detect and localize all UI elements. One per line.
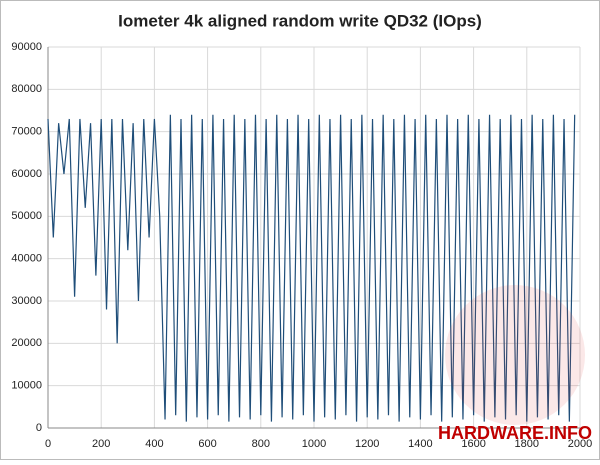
y-tick-label: 20000	[11, 337, 42, 349]
x-tick-label: 400	[145, 438, 163, 450]
x-tick-label: 1800	[515, 438, 539, 450]
y-tick-label: 10000	[11, 380, 42, 392]
y-tick-label: 50000	[11, 210, 42, 222]
data-line	[47, 114, 576, 422]
x-tick-label: 200	[92, 438, 110, 450]
y-tick-label: 80000	[11, 83, 42, 95]
y-tick-label: 30000	[11, 295, 42, 307]
x-tick-label: 0	[45, 438, 51, 450]
watermark: HARDWARE.INFO	[438, 423, 592, 443]
y-tick-label: 0	[36, 422, 42, 434]
plot-area: 0100002000030000400005000060000700008000…	[11, 41, 592, 450]
x-tick-label: 1000	[302, 438, 326, 450]
y-tick-label: 90000	[11, 41, 42, 53]
x-tick-label: 600	[198, 438, 216, 450]
x-tick-label: 1200	[355, 438, 379, 450]
x-tick-label: 800	[252, 438, 270, 450]
x-tick-label: 1600	[461, 438, 485, 450]
x-tick-label: 1400	[408, 438, 432, 450]
chart-title: Iometer 4k aligned random write QD32 (IO…	[118, 11, 482, 30]
x-tick-label: 2000	[568, 438, 592, 450]
y-tick-label: 60000	[11, 168, 42, 180]
y-tick-label: 40000	[11, 253, 42, 265]
y-tick-label: 70000	[11, 126, 42, 138]
watermark-logo	[445, 285, 585, 425]
